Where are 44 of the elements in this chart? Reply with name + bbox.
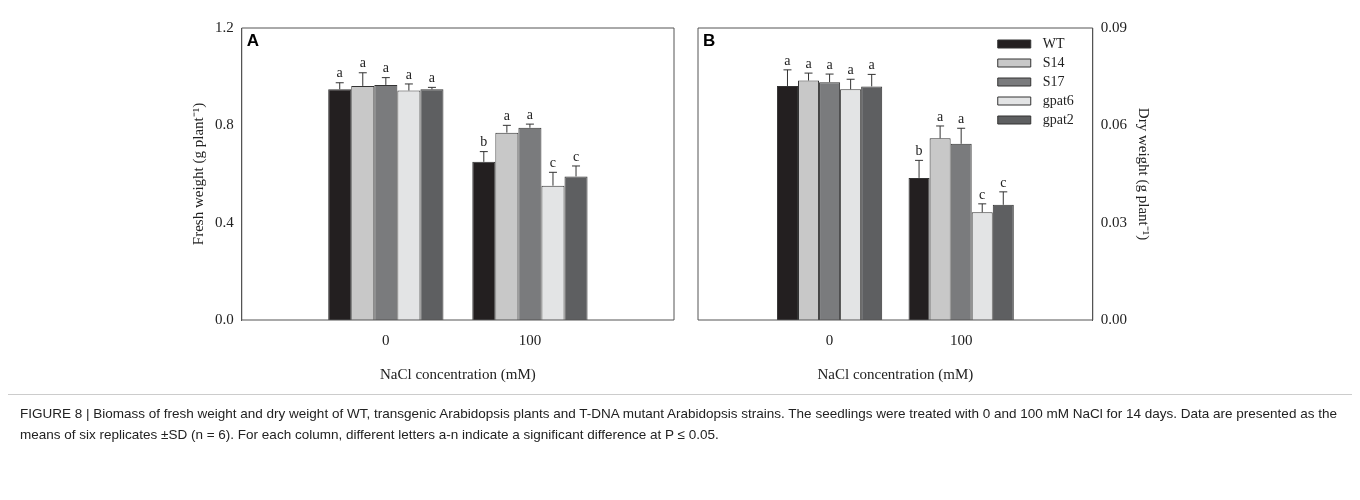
data-label: a <box>428 70 436 86</box>
data-label: c <box>1000 174 1007 190</box>
x-axis-title: NaCl concentration (mM) <box>379 365 536 383</box>
y2-axis-title: Dry weight (g plant⁻¹) <box>1135 107 1153 241</box>
y-axis-title: Fresh weight (g plant⁻¹) <box>189 102 207 246</box>
y-tick-label: 0.4 <box>215 213 235 230</box>
x-axis-title: NaCl concentration (mM) <box>817 365 974 383</box>
legend-label: gpat2 <box>1042 111 1074 127</box>
chart-title: A <box>246 31 260 51</box>
data-label: a <box>336 65 344 81</box>
data-label: a <box>382 60 390 76</box>
data-label: a <box>826 56 834 72</box>
y2-tick-label: 0.06 <box>1100 116 1128 133</box>
data-label: a <box>805 55 813 71</box>
data-label: a <box>405 66 413 82</box>
data-label: a <box>503 108 511 124</box>
data-label: a <box>958 110 966 126</box>
y2-tick-label: 0.00 <box>1100 310 1127 327</box>
data-label: b <box>480 134 488 150</box>
y-tick-label: 1.2 <box>215 18 234 35</box>
data-label: a <box>937 108 944 124</box>
legend-label: S14 <box>1042 54 1065 70</box>
legend-label: WT <box>1042 35 1065 51</box>
legend-label: S17 <box>1042 73 1065 89</box>
legend-label: gpat6 <box>1042 92 1074 108</box>
y2-tick-label: 0.03 <box>1100 213 1127 230</box>
data-label: a <box>526 106 534 122</box>
data-label: c <box>979 186 986 202</box>
data-label: a <box>784 52 792 68</box>
data-label: c <box>549 154 557 170</box>
data-label: a <box>868 57 876 73</box>
x-tick-label: 0 <box>382 331 390 348</box>
x-tick-label: 100 <box>949 331 973 348</box>
data-label: c <box>572 148 580 164</box>
data-label: b <box>915 143 923 159</box>
data-label: a <box>847 61 855 77</box>
chart-title: B <box>703 31 716 51</box>
data-label: a <box>359 55 367 71</box>
y-tick-label: 0.8 <box>215 116 234 133</box>
y2-tick-label: 0.09 <box>1100 18 1127 35</box>
y-tick-label: 0.0 <box>215 310 234 327</box>
caption: FIGURE 8 | Biomass of fresh weight and dry weight of WT, transgenic Arabidopsis plants and T-DNA mutant Arabidopsis strains. The seedlings were treated with 0 and 100 mM NaCl for 14 days. Data are presented as the means of six replicates ±SD (n = 6). For each column, different letters a-n indicate a significant difference at P ≤ 0.05. <box>8 394 1352 453</box>
x-tick-label: 100 <box>518 331 542 348</box>
x-tick-label: 0 <box>825 331 834 348</box>
